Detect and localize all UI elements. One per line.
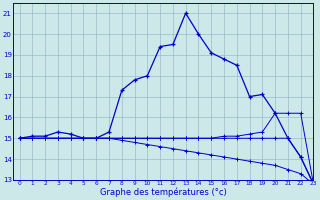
X-axis label: Graphe des températures (°c): Graphe des températures (°c)	[100, 188, 227, 197]
